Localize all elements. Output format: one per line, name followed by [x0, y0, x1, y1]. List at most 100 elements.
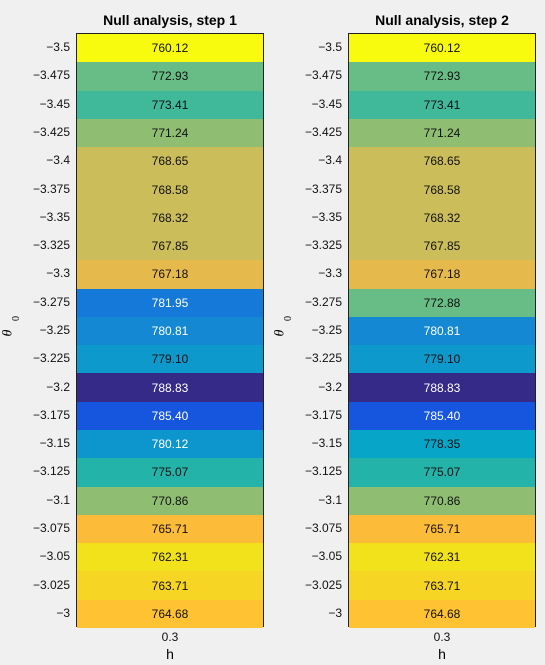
y-tick-label: −3.025 [304, 577, 342, 592]
y-axis-label-subscript: 0 [283, 316, 294, 321]
y-tick-label: −3.175 [304, 407, 342, 422]
heatmap-cell: 770.86 [349, 486, 535, 515]
chart-title: Null analysis, step 1 [103, 12, 237, 28]
y-tick-label: −3.425 [304, 125, 342, 139]
y-tick-label: −3.125 [32, 464, 70, 479]
y-tick-label: −3.35 [311, 209, 342, 224]
y-tick-label: −3.4 [46, 153, 70, 168]
y-axis-label-symbol: θ [0, 329, 16, 337]
heatmap-cell: 763.71 [349, 571, 535, 600]
y-tick-label: −3.3 [318, 266, 342, 281]
y-tick-label: −3.075 [32, 521, 70, 535]
y-tick-label: −3.35 [39, 209, 70, 224]
y-tick-label: −3.025 [32, 577, 70, 592]
heatmap-panel-step-1: Null analysis, step 1 θ 0 −3.5 −3.475 −3.4… [0, 0, 270, 665]
heatmap-grid: 760.12 772.93 773.41 771.24 768.65 768.58 768.… [76, 33, 264, 628]
y-tick-label: −3.475 [32, 68, 70, 83]
y-tick-label: −3.3 [46, 266, 70, 281]
heatmap-cell: 768.58 [349, 175, 535, 204]
heatmap-cell: 765.71 [349, 514, 535, 544]
heatmap-cell: 780.12 [77, 430, 263, 459]
heatmap-cell: 780.81 [77, 316, 263, 346]
y-tick-label: −3.1 [318, 492, 342, 507]
y-tick-label: −3.15 [39, 436, 70, 451]
heatmap-grid: 760.12 772.93 773.41 771.24 768.65 768.58 768.… [348, 33, 536, 628]
y-axis-label: θ 0 [272, 305, 298, 345]
heatmap-cell: 772.88 [349, 288, 535, 317]
y-tick-label: −3.05 [39, 549, 70, 564]
heatmap-cell: 775.07 [77, 458, 263, 487]
chart-title: Null analysis, step 2 [375, 12, 509, 28]
heatmap-cell: 779.10 [349, 345, 535, 374]
heatmap-cell: 771.24 [349, 118, 535, 148]
heatmap-cell: 767.85 [77, 232, 263, 261]
heatmap-cell: 779.10 [77, 345, 263, 374]
x-axis-label: h [166, 646, 174, 662]
y-tick-label: −3.325 [304, 238, 342, 253]
heatmap-cell: 788.83 [77, 373, 263, 402]
heatmap-cell: 773.41 [77, 90, 263, 119]
y-tick-label: −3.05 [311, 549, 342, 564]
heatmap-cell: 760.12 [77, 34, 263, 63]
x-axis-label: h [438, 646, 446, 662]
y-tick-label: −3.075 [304, 521, 342, 535]
heatmap-cell: 781.95 [77, 288, 263, 317]
y-axis-label-subscript: 0 [11, 316, 22, 321]
heatmap-cell: 762.31 [77, 543, 263, 572]
x-tick-label: 0.3 [161, 630, 179, 644]
heatmap-cell: 772.93 [349, 62, 535, 91]
heatmap-cell: 785.40 [349, 401, 535, 430]
x-tick-label: 0.3 [433, 630, 451, 644]
heatmap-cell: 768.65 [349, 147, 535, 176]
y-tick-label: −3.45 [311, 96, 342, 111]
heatmap-cell: 764.68 [77, 599, 263, 628]
heatmap-cell: 788.83 [349, 373, 535, 402]
heatmap-cell: 767.18 [77, 260, 263, 289]
y-tick-label: −3.15 [311, 436, 342, 451]
heatmap-cell: 785.40 [77, 401, 263, 430]
heatmap-cell: 780.81 [349, 316, 535, 346]
y-tick-label: −3.275 [32, 294, 70, 309]
heatmap-cell: 768.32 [349, 203, 535, 232]
y-tick-label: −3.45 [39, 96, 70, 111]
heatmap-cell: 767.18 [349, 260, 535, 289]
y-tick-label: −3.175 [32, 407, 70, 422]
heatmap-cell: 775.07 [349, 458, 535, 487]
heatmap-cell: 762.31 [349, 543, 535, 572]
y-tick-label: −3.4 [318, 153, 342, 168]
y-tick-label: −3.1 [46, 492, 70, 507]
heatmap-cell: 770.86 [77, 486, 263, 515]
y-tick-label: −3.5 [46, 40, 70, 55]
heatmap-cell: 768.65 [77, 147, 263, 176]
heatmap-cell: 768.58 [77, 175, 263, 204]
y-tick-label: −3.325 [32, 238, 70, 253]
y-tick-label: −3 [328, 605, 342, 620]
heatmap-cell: 764.68 [349, 599, 535, 628]
heatmap-panel-step-2: Null analysis, step 2 θ 0 −3.5 −3.475 −3.4… [272, 0, 542, 665]
heatmap-cell: 765.71 [77, 514, 263, 544]
y-tick-label: −3 [56, 605, 70, 620]
y-tick-label: −3.275 [304, 294, 342, 309]
y-axis-label-symbol: θ [272, 329, 288, 337]
y-tick-label: −3.225 [304, 351, 342, 366]
y-tick-label: −3.425 [32, 125, 70, 139]
y-axis-label: θ 0 [0, 305, 26, 345]
y-tick-label: −3.5 [318, 40, 342, 55]
heatmap-cell: 778.35 [349, 430, 535, 459]
y-tick-label: −3.375 [32, 181, 70, 196]
heatmap-cell: 768.32 [77, 203, 263, 232]
heatmap-cell: 771.24 [77, 118, 263, 148]
y-tick-label: −3.2 [46, 379, 70, 394]
y-tick-label: −3.125 [304, 464, 342, 479]
y-tick-label: −3.25 [39, 323, 70, 337]
heatmap-cell: 773.41 [349, 90, 535, 119]
y-tick-label: −3.225 [32, 351, 70, 366]
heatmap-cell: 763.71 [77, 571, 263, 600]
heatmap-cell: 767.85 [349, 232, 535, 261]
y-tick-label: −3.475 [304, 68, 342, 83]
heatmap-cell: 772.93 [77, 62, 263, 91]
y-tick-label: −3.25 [311, 323, 342, 337]
y-tick-label: −3.2 [318, 379, 342, 394]
heatmap-cell: 760.12 [349, 34, 535, 63]
y-tick-label: −3.375 [304, 181, 342, 196]
